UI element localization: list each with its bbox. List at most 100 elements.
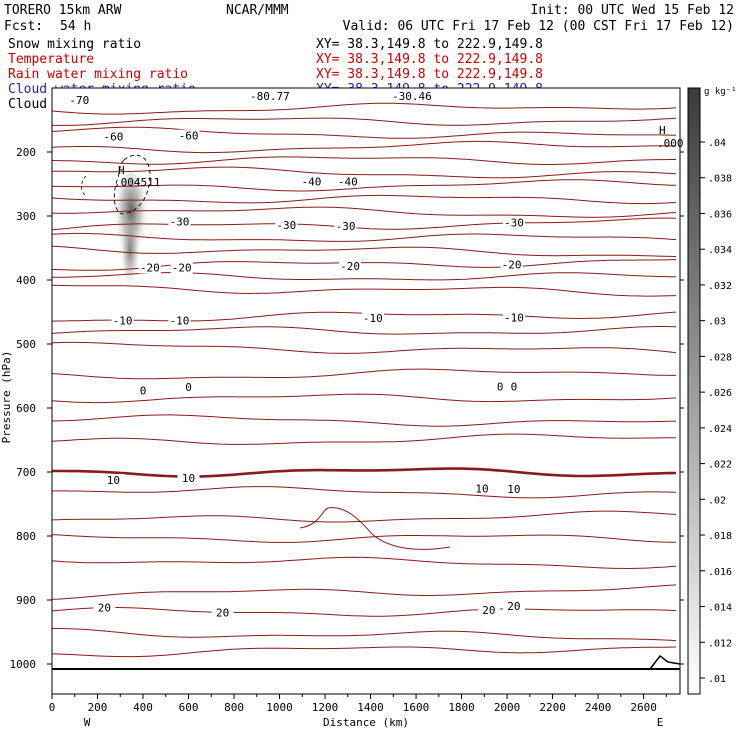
contour-label-bg xyxy=(102,473,125,486)
contour-label: 0 xyxy=(185,381,192,394)
colorbar-tick-label: .012 xyxy=(708,638,732,649)
y-tick-label: 800 xyxy=(16,530,36,543)
contour-label-bg xyxy=(138,261,161,274)
y-tick-label: 1000 xyxy=(10,658,37,671)
top-label-2: -30.46 xyxy=(392,90,432,103)
contour-label: 0 xyxy=(140,384,147,397)
contour-label: -20 xyxy=(340,260,360,273)
contour-label: 20 xyxy=(507,600,520,613)
colorbar-tick-label: .034 xyxy=(708,245,732,256)
contour-label: -10 xyxy=(113,315,133,328)
cloud-ice-contour xyxy=(113,154,151,215)
y-tick-label: 200 xyxy=(16,146,36,159)
plot-frame xyxy=(51,87,681,695)
contour-label-bg xyxy=(168,314,191,327)
temperature-contour-line xyxy=(52,156,676,165)
x-tick-label: 2000 xyxy=(494,701,521,714)
temperature-contour-bump xyxy=(299,507,451,550)
x-tick-label: 2200 xyxy=(539,701,566,714)
temperature-contour-line xyxy=(52,556,677,570)
contour-label: -30 xyxy=(336,220,356,233)
contour-label-bg xyxy=(502,600,525,613)
contour-label-bg xyxy=(361,312,384,325)
contour-label: -60 xyxy=(103,130,123,143)
contour-label-bg xyxy=(502,482,525,495)
temperature-contour-line xyxy=(52,584,677,600)
x-tick-label: 0 xyxy=(49,701,56,714)
x-tick-label: 800 xyxy=(224,701,244,714)
contour-label-bg xyxy=(339,260,362,273)
colorbar-tick-label: .026 xyxy=(708,388,732,399)
colorbar-tick-label: .016 xyxy=(708,567,732,578)
colorbar-tick-label: .036 xyxy=(708,209,732,220)
contour-label: -10 xyxy=(363,312,383,325)
colorbar-tick-label: .028 xyxy=(708,352,732,363)
contour-label-bg xyxy=(211,606,234,619)
contour-label: -30 xyxy=(276,219,296,232)
legend-field-xy: XY= 38.3,149.8 to 222.9,149.8 xyxy=(316,52,543,67)
model-title: TORERO 15km ARW xyxy=(4,3,122,18)
contour-label-bg xyxy=(177,472,200,485)
terrain-peak xyxy=(649,654,680,670)
contour-label-bg xyxy=(500,258,523,271)
contour-label: -20 xyxy=(502,258,522,271)
contour-label-bg xyxy=(93,601,116,614)
temperature-contour-line xyxy=(52,126,677,139)
ice-max-marker: H xyxy=(659,124,666,137)
temperature-contour-line xyxy=(52,627,677,642)
temperature-contours xyxy=(52,102,677,658)
contour-label: -20 xyxy=(140,261,160,274)
y-tick-label: 300 xyxy=(16,210,36,223)
colorbar-tick-label: .03 xyxy=(708,317,726,328)
axes: 0 200 400 600 800 1000 1200 1400 1600 1800 2000 220… xyxy=(10,146,684,714)
snow-max-value: .004511 xyxy=(114,176,160,189)
contour-label: 20 xyxy=(98,601,111,614)
contour-label: -60 xyxy=(179,130,199,143)
forecast-label: Fcst: xyxy=(4,19,43,34)
y-tick-label: 900 xyxy=(16,594,36,607)
ice-max-value: .000 xyxy=(657,137,684,150)
temperature-contour-line xyxy=(52,607,677,617)
temperature-contour-line xyxy=(52,534,677,543)
contour-label: 20 xyxy=(216,606,229,619)
temperature-contour-line xyxy=(52,646,677,658)
contour-label: 10 xyxy=(475,482,488,495)
colorbar-tick-label: .024 xyxy=(708,424,732,435)
x-tick-label: 1600 xyxy=(403,701,430,714)
temperature-contour-line xyxy=(52,166,677,179)
x-tick-label: 2600 xyxy=(630,701,657,714)
contour-label-bg xyxy=(275,219,298,232)
contour-label: 0 xyxy=(497,381,504,394)
contour-labels: -70 -60 -60 -40 -40 -30 -30 -30 -30 -20 -20 -20 -20 -… xyxy=(68,93,525,619)
colorbar-tick-label: .018 xyxy=(708,531,732,542)
contour-label-bg xyxy=(102,130,125,143)
x-tick-label: 1800 xyxy=(448,701,475,714)
contour-label-bg xyxy=(477,603,500,616)
temperature-contour-line xyxy=(52,117,677,126)
x-tick-label: 1400 xyxy=(357,701,384,714)
colorbar-tick-label: .01 xyxy=(708,674,726,685)
colorbar-tick-label: .032 xyxy=(708,281,732,292)
contour-label: 10 xyxy=(107,474,120,487)
colorbar-unit: g kg⁻¹ xyxy=(704,87,737,97)
plot-area xyxy=(52,88,680,694)
temperature-contour-line xyxy=(52,194,677,205)
legend-field-name: Rain water mixing ratio xyxy=(8,67,188,82)
legend-field-xy: XY= 38.3,149.8 to 222.9,149.8 xyxy=(316,37,543,52)
x-axis-label: Distance (km) xyxy=(323,716,409,729)
temperature-contour-line xyxy=(52,368,676,380)
contour-label-bg xyxy=(170,261,193,274)
contour-label-bg xyxy=(168,215,191,228)
contour-label: -30 xyxy=(504,217,524,230)
colorbar-tick-label: .02 xyxy=(708,495,726,506)
contour-label-bg xyxy=(300,175,323,188)
temperature-contour-line xyxy=(52,433,676,445)
x-tick-label: 600 xyxy=(179,701,199,714)
snow-max-marker: H xyxy=(118,164,125,177)
legend-field-name: Snow mixing ratio xyxy=(8,37,141,52)
east-label: E xyxy=(657,716,664,729)
colorbar-tick-label: .04 xyxy=(708,138,726,149)
valid-time: Valid: 06 UTC Fri 17 Feb 12 (00 CST Fri … xyxy=(343,19,734,34)
contour-label: -10 xyxy=(504,311,524,324)
